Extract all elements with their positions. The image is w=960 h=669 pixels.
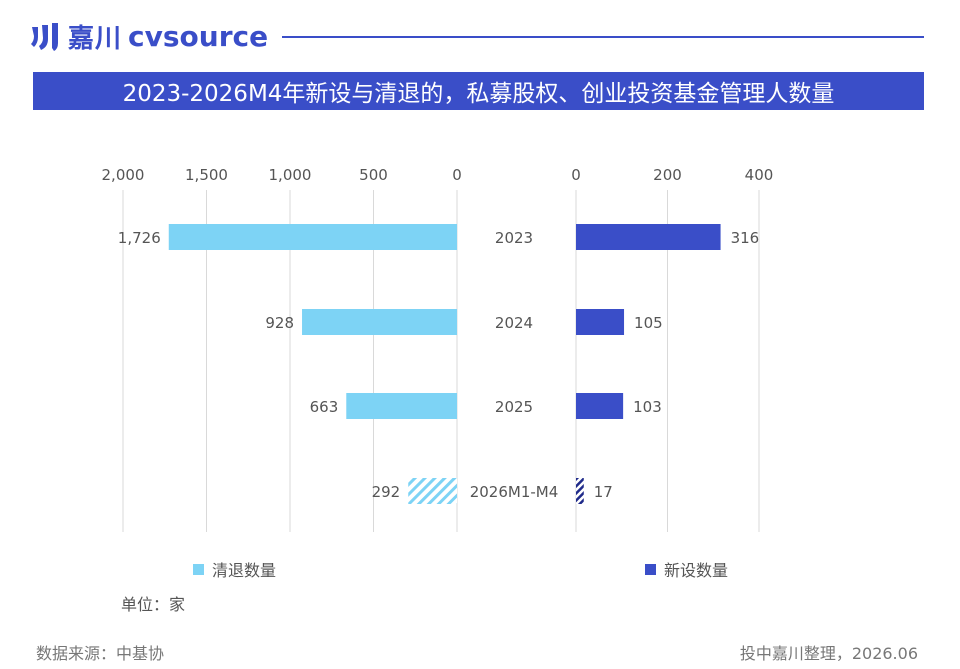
data-source: 数据来源：中基协 xyxy=(36,644,165,663)
unit-label: 单位：家 xyxy=(121,595,186,614)
value-label-new-2026M1-M4: 17 xyxy=(594,483,613,501)
brand-name-cn: 嘉川 xyxy=(68,23,123,54)
value-label-exit-2024: 928 xyxy=(265,314,294,332)
value-label-exit-2025: 663 xyxy=(310,398,339,416)
tick-label-new-0: 0 xyxy=(571,166,581,184)
bar-new-2024 xyxy=(576,309,625,335)
legend-exit: 清退数量 xyxy=(193,557,276,581)
legend-new-label: 新设数量 xyxy=(664,561,729,580)
bar-exit-2025 xyxy=(346,393,457,419)
tick-label-exit-1500: 1,500 xyxy=(185,166,228,184)
legend-new-swatch xyxy=(645,563,656,575)
tick-label-exit-500: 500 xyxy=(359,166,388,184)
value-label-exit-2026M1-M4: 292 xyxy=(372,483,401,501)
labels: 1,726 316 2023 928 105 2024 663 103 2025 292 17 202… xyxy=(118,229,759,501)
header-rule xyxy=(282,36,924,38)
axis-ticks: 2,000 1,500 1,000 500 0 0 200 400 xyxy=(102,166,774,184)
tick-label-exit-1000: 1,000 xyxy=(269,166,312,184)
legend-new: 新设数量 xyxy=(645,557,728,581)
category-label-2025: 2025 xyxy=(495,398,533,416)
bar-exit-2026M1-M4 xyxy=(408,478,457,504)
value-label-new-2023: 316 xyxy=(731,229,760,247)
bars xyxy=(168,224,721,504)
category-label-2026M1-M4: 2026M1-M4 xyxy=(470,483,559,501)
credit-line: 投中嘉川整理，2026.06 xyxy=(739,644,918,663)
category-label-2024: 2024 xyxy=(495,314,533,332)
value-label-new-2024: 105 xyxy=(634,314,663,332)
brand-name-en: cvsource xyxy=(128,19,269,53)
bar-new-2023 xyxy=(576,224,721,250)
tick-label-exit-2000: 2,000 xyxy=(102,166,145,184)
legend-exit-label: 清退数量 xyxy=(212,561,277,580)
bar-new-2026M1-M4 xyxy=(576,478,584,504)
category-label-2023: 2023 xyxy=(495,229,533,247)
tick-label-exit-0: 0 xyxy=(452,166,462,184)
bar-new-2025 xyxy=(576,393,624,419)
chart-title: 2023-2026M4年新设与清退的，私募股权、创业投资基金管理人数量 xyxy=(33,72,924,110)
brand-logo: 嘉川 cvsource xyxy=(30,16,268,56)
bar-exit-2024 xyxy=(302,309,457,335)
tick-label-new-400: 400 xyxy=(745,166,774,184)
legend-exit-swatch xyxy=(193,563,204,575)
cvsource-logo-icon xyxy=(31,23,58,51)
tick-label-new-200: 200 xyxy=(653,166,682,184)
value-label-exit-2023: 1,726 xyxy=(118,229,161,247)
value-label-new-2025: 103 xyxy=(633,398,662,416)
bar-exit-2023 xyxy=(168,224,457,250)
